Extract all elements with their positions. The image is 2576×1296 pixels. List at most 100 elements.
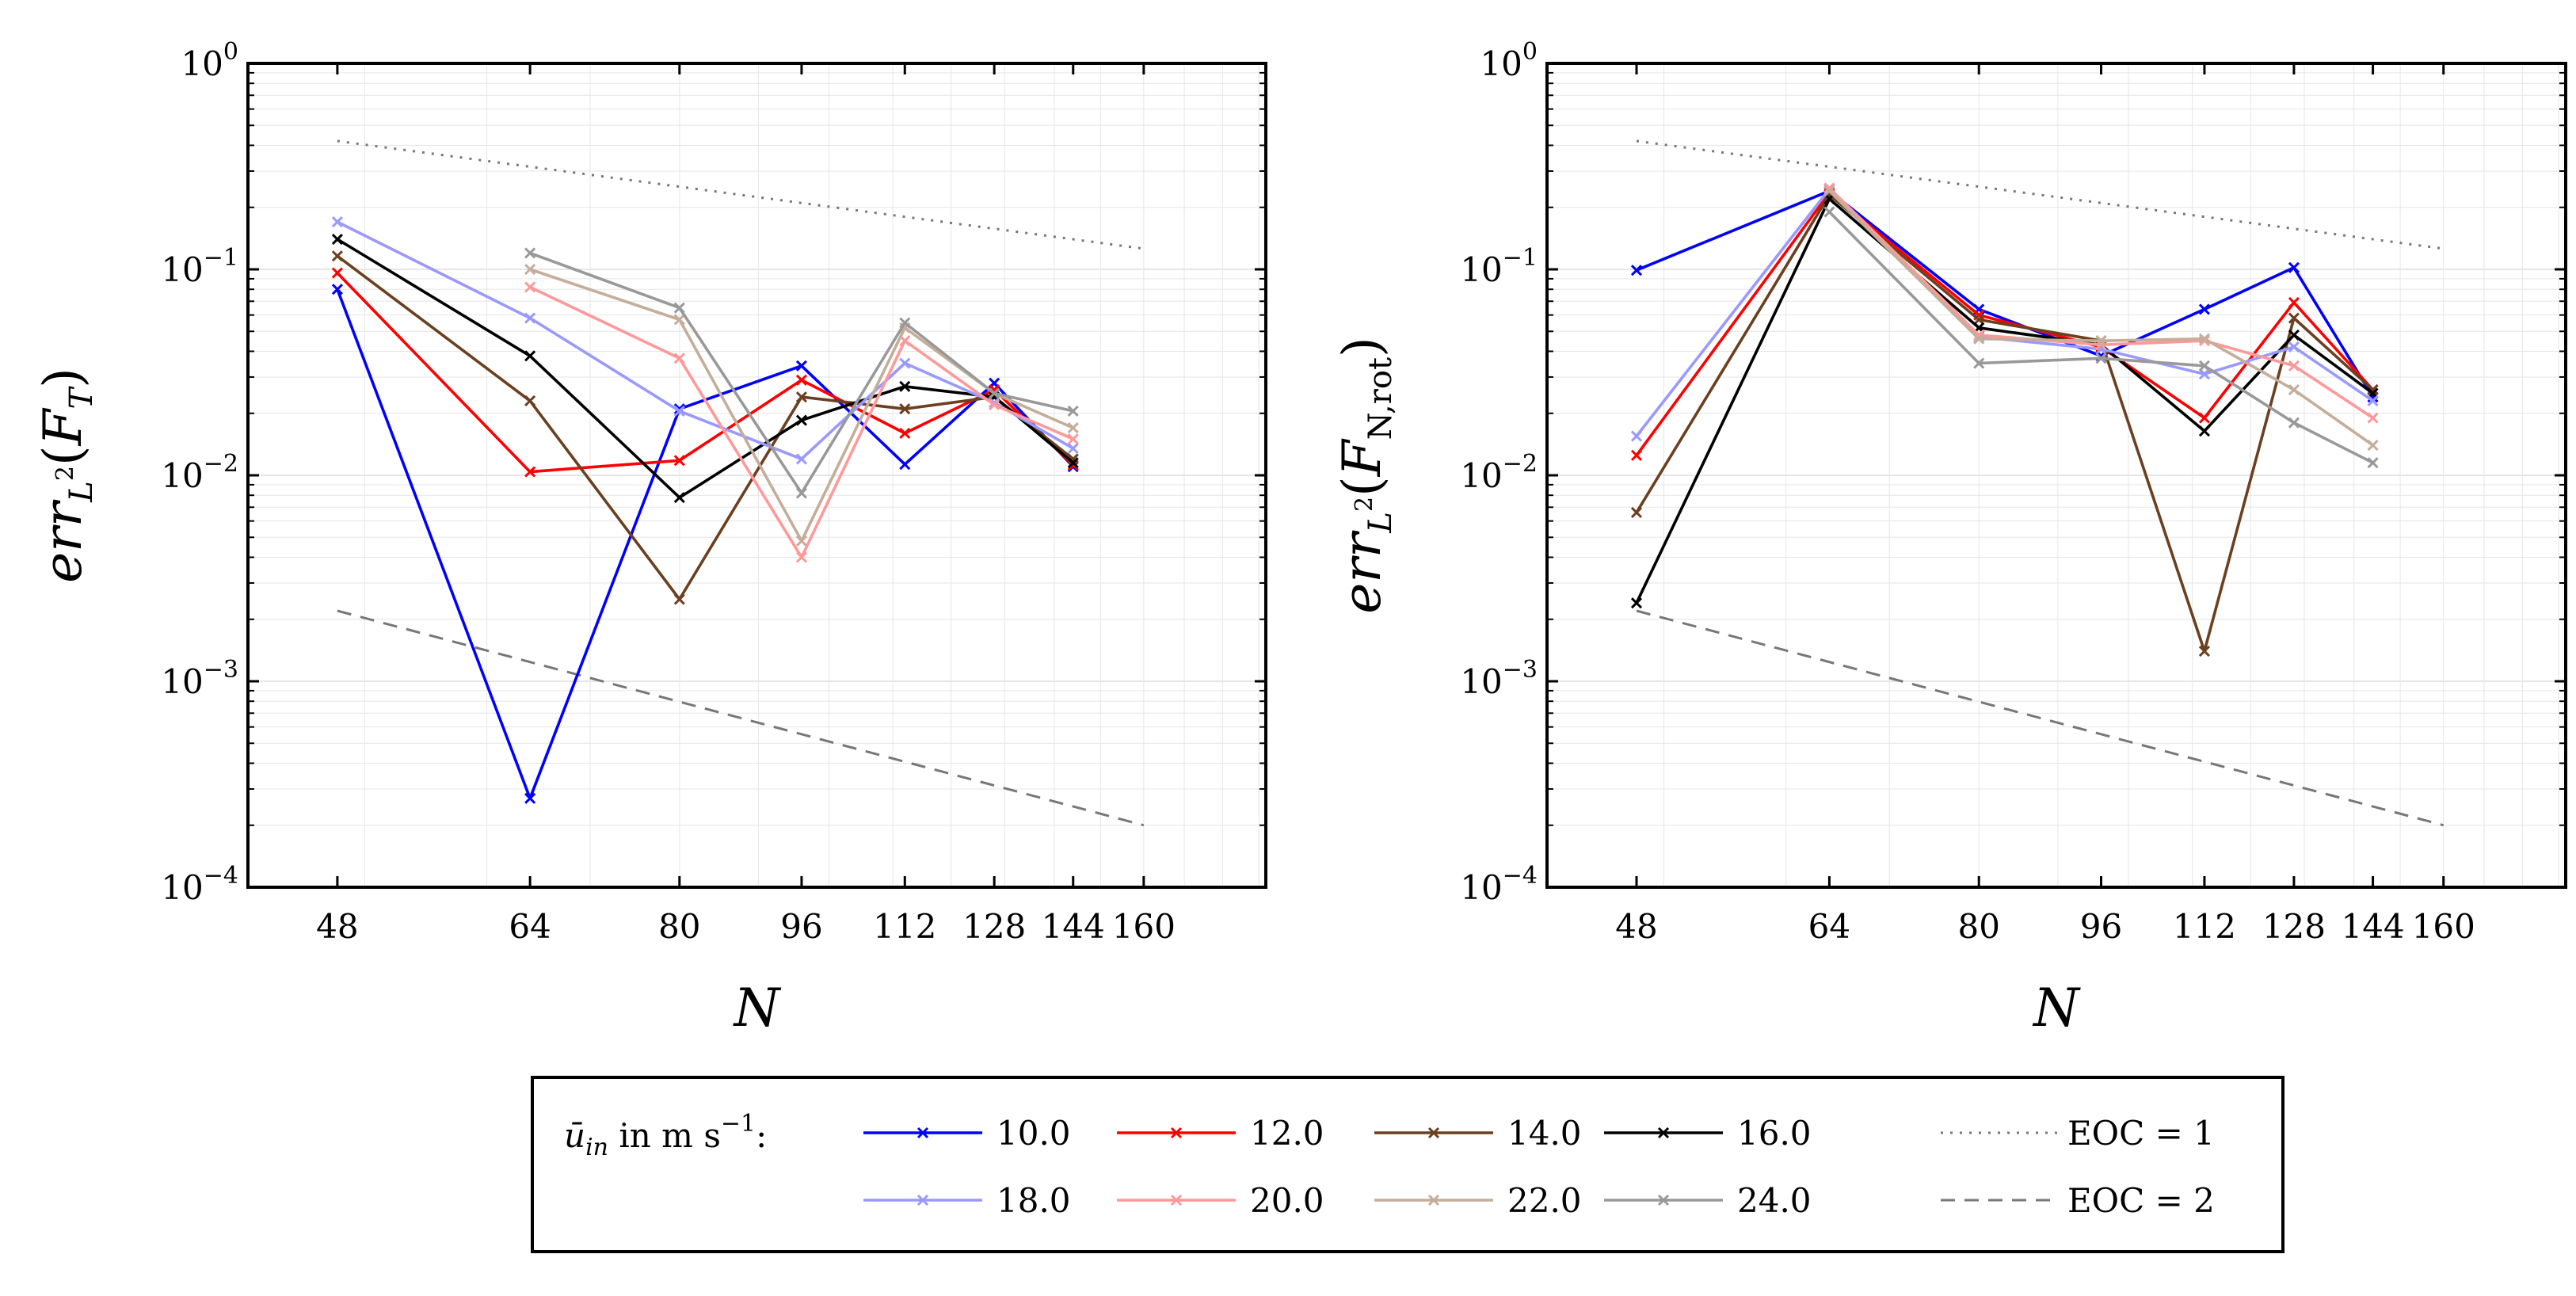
legend-entry-22.0: 22.0 xyxy=(1374,1181,1582,1220)
data-point xyxy=(673,302,685,314)
data-point xyxy=(2367,384,2379,396)
data-point xyxy=(2198,333,2210,345)
data-point xyxy=(795,414,808,426)
data-point xyxy=(524,281,536,293)
series-line xyxy=(1828,189,2374,447)
series-line xyxy=(336,272,1075,474)
data-point xyxy=(1973,357,1985,369)
data-point xyxy=(331,250,343,262)
x-tick-label: 80 xyxy=(1957,907,1999,946)
legend-label: 14.0 xyxy=(1507,1114,1582,1153)
data-point xyxy=(1973,314,1985,326)
legend-entry-24.0: 24.0 xyxy=(1604,1181,1812,1220)
y-axis-label: errL2(FN,rot) xyxy=(1332,337,1399,614)
legend: ūin in m s−1: 10.0 12.0 14.0 16.0 18.0 20.0 22… xyxy=(531,1076,2284,1253)
legend-label: 20.0 xyxy=(1250,1181,1324,1220)
series-24.0 xyxy=(1823,206,2379,469)
data-point xyxy=(331,233,343,246)
legend-entry-14.0: 14.0 xyxy=(1374,1114,1582,1153)
data-point xyxy=(1067,422,1079,434)
chart-right-panel: 100 10−1 10−2 10−3 10−4 48 64 80 96 112 128 144 160 N… xyxy=(1332,38,2567,1039)
data-point xyxy=(1067,453,1079,465)
x-tick-label: 112 xyxy=(2173,907,2236,946)
legend-title-subscript: in xyxy=(585,1134,608,1161)
data-point xyxy=(524,466,536,478)
legend-entry-18.0: 18.0 xyxy=(863,1181,1071,1220)
legend-label: 10.0 xyxy=(996,1114,1071,1153)
data-point xyxy=(2288,312,2300,324)
data-point xyxy=(2198,645,2210,658)
data-point xyxy=(795,374,808,386)
data-point xyxy=(2367,395,2379,407)
y-tick-label: 10−1 xyxy=(1460,244,1538,289)
data-point xyxy=(899,380,911,392)
series-14.0 xyxy=(1630,189,2379,658)
x-tick-label: 144 xyxy=(1042,907,1105,946)
data-point xyxy=(524,247,536,259)
reference-line-eoc2 xyxy=(337,609,1145,827)
legend-label: EOC = 1 xyxy=(2067,1114,2215,1153)
x-tick-label: 144 xyxy=(2341,907,2404,946)
x-tick-label: 128 xyxy=(962,907,1026,946)
legend-frame xyxy=(531,1076,2284,1253)
series-line xyxy=(529,285,1074,559)
legend-label: EOC = 2 xyxy=(2067,1181,2215,1220)
x-tick-label: 64 xyxy=(1808,907,1850,946)
legend-label: 16.0 xyxy=(1737,1114,1812,1153)
data-point xyxy=(2198,425,2210,437)
data-point xyxy=(899,459,911,471)
legend-entry-12.0: 12.0 xyxy=(1117,1114,1324,1153)
data-point xyxy=(795,487,808,499)
data-point xyxy=(2198,303,2210,315)
legend-title-exponent: −1 xyxy=(721,1110,756,1138)
data-point xyxy=(2288,329,2300,341)
data-point xyxy=(989,398,1000,411)
data-point xyxy=(899,427,911,439)
data-point xyxy=(524,395,536,407)
data-point xyxy=(795,453,808,465)
legend-title-colon: : xyxy=(756,1116,767,1155)
series-16.0 xyxy=(1630,192,2379,609)
legend-entry-ref-2: EOC = 2 xyxy=(1941,1181,2215,1220)
data-point xyxy=(1067,457,1079,469)
data-point xyxy=(673,405,685,417)
series-10.0 xyxy=(331,284,1079,804)
data-point xyxy=(795,551,808,563)
series-12.0 xyxy=(331,267,1079,478)
y-tick-label: 100 xyxy=(1480,38,1538,83)
series-line xyxy=(1828,211,2374,464)
data-point xyxy=(2288,296,2300,308)
data-point xyxy=(1630,265,1643,276)
data-point xyxy=(2288,360,2300,372)
legend-label: 22.0 xyxy=(1507,1181,1582,1220)
legend-title: ūin in m s−1: xyxy=(564,1110,767,1161)
data-point xyxy=(1823,206,1835,218)
data-point xyxy=(2198,360,2210,372)
data-point xyxy=(1630,449,1643,461)
series-18.0 xyxy=(1630,183,2379,442)
series-22.0 xyxy=(1823,185,2379,452)
x-tick-label: 160 xyxy=(1112,907,1176,946)
data-point xyxy=(2367,412,2379,424)
series-24.0 xyxy=(524,247,1079,499)
grid xyxy=(1547,63,2566,888)
legend-label: 18.0 xyxy=(996,1181,1071,1220)
x-axis-label: N xyxy=(733,978,782,1039)
legend-entry-10.0: 10.0 xyxy=(863,1114,1071,1153)
series-18.0 xyxy=(331,216,1079,465)
grid xyxy=(248,63,1266,888)
data-point xyxy=(899,357,911,369)
data-point xyxy=(524,263,536,276)
data-point xyxy=(2288,417,2300,429)
legend-label: 24.0 xyxy=(1737,1181,1812,1220)
data-point xyxy=(524,792,536,804)
y-tick-label: 10−1 xyxy=(161,244,238,289)
data-point xyxy=(2095,353,2107,364)
data-point xyxy=(899,317,911,329)
data-point xyxy=(1823,182,1835,194)
y-tick-label: 10−3 xyxy=(161,656,238,701)
data-point xyxy=(673,314,685,326)
data-point xyxy=(899,403,911,415)
legend-title-symbol: ū xyxy=(564,1116,585,1155)
